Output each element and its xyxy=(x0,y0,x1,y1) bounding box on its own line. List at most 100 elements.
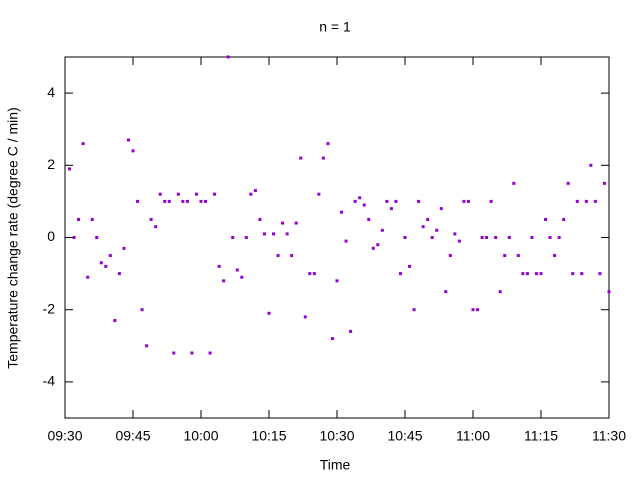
x-tick-label: 10:15 xyxy=(251,428,286,444)
point xyxy=(593,199,597,203)
point xyxy=(358,196,362,200)
point xyxy=(507,236,511,239)
chart-title: n = 1 xyxy=(319,19,351,35)
point xyxy=(140,308,144,312)
point xyxy=(136,199,140,203)
point xyxy=(81,142,85,146)
x-tick-label: 10:30 xyxy=(319,428,354,444)
point xyxy=(553,254,557,258)
point xyxy=(181,199,185,203)
point xyxy=(235,268,239,272)
point xyxy=(176,192,180,196)
point xyxy=(344,239,348,243)
point xyxy=(367,217,371,221)
point xyxy=(362,203,366,207)
point xyxy=(371,246,375,250)
point xyxy=(494,236,498,239)
point xyxy=(571,272,575,276)
point xyxy=(303,315,307,319)
point xyxy=(589,163,593,167)
point xyxy=(525,272,529,276)
x-tick-label: 11:15 xyxy=(524,428,558,444)
point xyxy=(607,290,611,294)
point xyxy=(240,275,244,279)
point xyxy=(231,236,235,239)
point xyxy=(566,181,570,185)
point xyxy=(512,181,516,185)
point xyxy=(516,254,520,258)
point xyxy=(548,236,552,239)
point xyxy=(321,156,325,160)
point xyxy=(503,254,507,258)
plot-frame xyxy=(64,56,610,419)
point xyxy=(530,236,534,239)
point xyxy=(190,351,194,355)
point xyxy=(317,192,321,196)
point xyxy=(385,199,389,203)
x-tick-label: 09:30 xyxy=(47,428,82,444)
point xyxy=(204,199,208,203)
point xyxy=(534,272,538,276)
point xyxy=(349,329,353,333)
point xyxy=(145,344,149,348)
point xyxy=(439,207,443,211)
point xyxy=(104,264,108,268)
point xyxy=(435,228,439,232)
point xyxy=(299,156,303,160)
point xyxy=(217,264,221,268)
point xyxy=(249,192,253,196)
point xyxy=(276,254,280,258)
point xyxy=(498,290,502,294)
point xyxy=(253,189,257,193)
point xyxy=(380,228,384,232)
point xyxy=(326,142,330,146)
point xyxy=(448,254,452,258)
point xyxy=(272,232,276,236)
point xyxy=(557,236,561,239)
point xyxy=(330,337,334,341)
point xyxy=(167,199,171,203)
point xyxy=(340,210,344,214)
point xyxy=(335,279,339,283)
x-tick-label: 10:45 xyxy=(387,428,422,444)
x-tick-label: 10:00 xyxy=(183,428,218,444)
point xyxy=(394,199,398,203)
point xyxy=(602,181,606,185)
point xyxy=(72,236,76,239)
point xyxy=(544,217,548,221)
point xyxy=(389,207,393,211)
point xyxy=(90,217,94,221)
point xyxy=(262,232,266,236)
y-axis-label: Temperature change rate (degree C / min) xyxy=(5,107,21,368)
point xyxy=(462,199,466,203)
point xyxy=(158,192,162,196)
point xyxy=(185,199,189,203)
y-tick-label: 4 xyxy=(47,84,55,100)
point xyxy=(95,236,99,239)
point xyxy=(267,311,271,315)
point xyxy=(172,351,176,355)
point xyxy=(453,232,457,236)
point xyxy=(444,290,448,294)
point xyxy=(77,217,81,221)
point xyxy=(281,221,285,225)
point xyxy=(154,225,158,229)
x-tick-label: 11:00 xyxy=(456,428,490,444)
point xyxy=(562,217,566,221)
point xyxy=(312,272,316,276)
point xyxy=(117,272,121,276)
point xyxy=(126,138,130,142)
point xyxy=(476,308,480,312)
point xyxy=(408,264,412,268)
point xyxy=(68,167,72,171)
x-tick-label: 09:45 xyxy=(115,428,150,444)
point xyxy=(290,254,294,258)
x-axis-label: Time xyxy=(320,457,351,473)
point xyxy=(163,199,167,203)
point xyxy=(521,272,525,276)
point xyxy=(213,192,217,196)
point xyxy=(584,199,588,203)
point xyxy=(86,275,90,279)
x-tick-label: 11:30 xyxy=(592,428,626,444)
point xyxy=(485,236,489,239)
